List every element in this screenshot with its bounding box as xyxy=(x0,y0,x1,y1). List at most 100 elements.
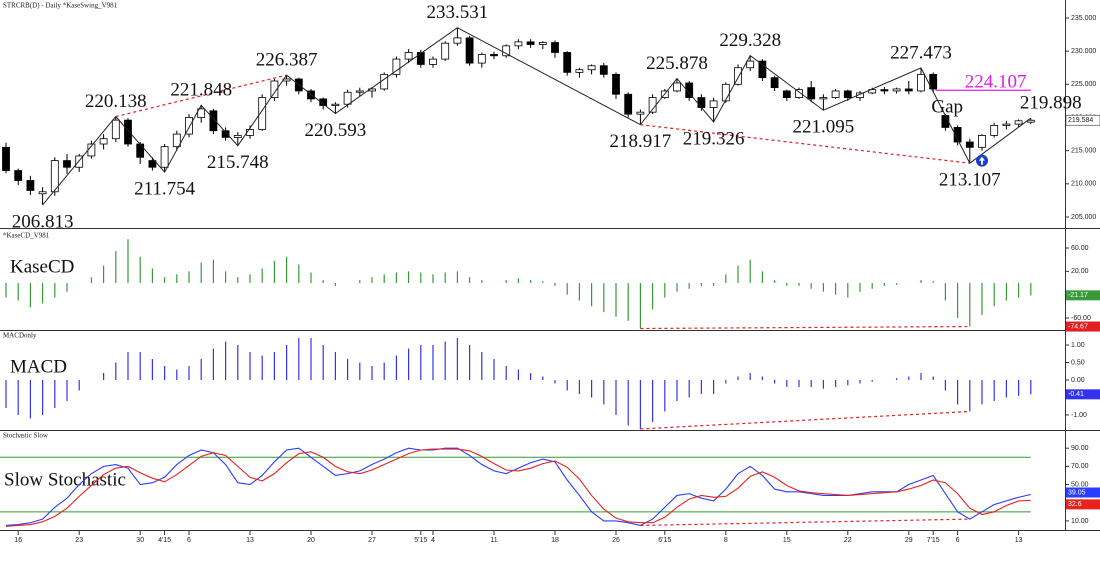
value-box xyxy=(1066,389,1100,400)
y-tick-label: 210.000 xyxy=(1071,181,1096,188)
panel-title: *KaseCD_V981 xyxy=(3,232,50,240)
candle-body xyxy=(2,146,10,171)
y-tick-label: 60.00 xyxy=(1071,245,1089,252)
y-tick-label: 50.00 xyxy=(1071,481,1089,488)
candle-body xyxy=(990,125,999,136)
y-tick-label: 0.50 xyxy=(1071,359,1085,366)
candle-body xyxy=(843,90,852,98)
x-tick-label: 6 xyxy=(956,537,960,544)
candle-body xyxy=(319,98,328,106)
swing-label: 227.473 xyxy=(890,42,952,63)
candle-body xyxy=(770,77,779,89)
swing-label: 225.878 xyxy=(646,53,708,74)
value-box xyxy=(1065,114,1100,126)
candle-body xyxy=(538,42,547,45)
value-box-label: -21.17 xyxy=(1068,292,1088,299)
x-tick-label: 26 xyxy=(612,537,620,544)
candle-body xyxy=(807,87,816,100)
candle-body xyxy=(172,133,181,148)
swing-label: 219.898 xyxy=(1020,93,1082,114)
candle-body xyxy=(624,93,633,115)
candle-body xyxy=(453,37,462,44)
candle-body xyxy=(75,155,84,168)
candle-body xyxy=(1002,123,1011,126)
candle-body xyxy=(697,97,706,108)
swing-label: 206.813 xyxy=(12,211,74,232)
candle-body xyxy=(758,60,767,79)
candle-body xyxy=(465,37,474,64)
value-box xyxy=(1066,487,1100,498)
value-box-label: 39.05 xyxy=(1068,489,1086,496)
candle-body xyxy=(63,160,71,168)
candle-body xyxy=(868,89,877,94)
candle-body xyxy=(99,138,108,145)
candle-body xyxy=(978,134,986,148)
divergence-line xyxy=(640,410,970,430)
value-box-label: 32.6 xyxy=(1068,501,1082,508)
x-tick-label: 13 xyxy=(1015,537,1023,544)
candle-body xyxy=(721,83,730,102)
candle-body xyxy=(197,108,206,118)
candle-body xyxy=(502,45,511,57)
candle-body xyxy=(209,110,218,132)
candle-body xyxy=(685,82,694,98)
candle-body xyxy=(404,52,413,60)
panel-title: STRCRB(D) - Daily *KaseSwing_V981 xyxy=(3,2,118,10)
x-tick-label: 23 xyxy=(75,537,83,544)
x-tick-label: 13 xyxy=(246,537,254,544)
candle-body xyxy=(26,180,35,191)
candle-body xyxy=(14,170,23,181)
x-tick-label: 7'15 xyxy=(927,537,940,544)
candle-body xyxy=(612,73,620,95)
candle-body xyxy=(124,119,132,145)
y-tick-label: 230.000 xyxy=(1071,48,1096,55)
value-box-label: 219.584 xyxy=(1068,117,1093,124)
candle-body xyxy=(904,88,913,92)
candle-body xyxy=(221,130,230,138)
value-box xyxy=(1066,290,1100,301)
price-level-label: 224.107 xyxy=(965,72,1027,93)
x-tick-label: 11 xyxy=(490,537,497,544)
candle-body xyxy=(917,73,925,92)
swing-label: 221.848 xyxy=(170,80,232,101)
swing-line xyxy=(42,27,1032,206)
x-tick-label: 4 xyxy=(431,537,435,544)
candle-body xyxy=(270,80,279,98)
x-tick-label: 29 xyxy=(905,537,913,544)
swing-label: 220.138 xyxy=(85,91,147,112)
y-tick-label: 215.000 xyxy=(1071,147,1096,154)
candle-body xyxy=(111,119,120,140)
divergence-line xyxy=(115,74,287,118)
x-tick-label: 15 xyxy=(783,537,791,544)
candle-body xyxy=(38,191,47,195)
candle-body xyxy=(331,103,340,106)
x-tick-label: 30 xyxy=(136,537,144,544)
candle-body xyxy=(856,92,864,98)
candle-body xyxy=(343,91,352,105)
annotation: Gap xyxy=(931,97,963,118)
swing-label: 229.328 xyxy=(719,30,781,51)
y-tick-label: -60.00 xyxy=(1071,315,1091,322)
candle-body xyxy=(636,111,645,115)
panel-title: MACDonly xyxy=(3,332,37,340)
panel-label: MACD xyxy=(10,356,67,377)
panel-title: Stochastic Slow xyxy=(3,432,49,440)
x-tick-label: 27 xyxy=(368,537,376,544)
divergence-line xyxy=(640,325,970,330)
candle-body xyxy=(819,97,828,100)
x-tick-label: 22 xyxy=(844,537,852,544)
y-tick-label: 20.00 xyxy=(1071,268,1089,275)
candle-body xyxy=(831,90,840,98)
candle-body xyxy=(673,82,681,92)
panel-label: KaseCD xyxy=(10,256,74,277)
y-tick-label: 235.000 xyxy=(1071,15,1096,22)
x-tick-label: 16 xyxy=(14,537,22,544)
candle-body xyxy=(441,42,450,60)
value-box-label: -0.41 xyxy=(1068,391,1084,398)
candle-body xyxy=(233,134,242,138)
candle-body xyxy=(148,160,157,168)
y-tick-label: 10.00 xyxy=(1071,518,1089,525)
y-tick-label: 205.000 xyxy=(1071,214,1096,221)
candle-body xyxy=(416,52,425,65)
